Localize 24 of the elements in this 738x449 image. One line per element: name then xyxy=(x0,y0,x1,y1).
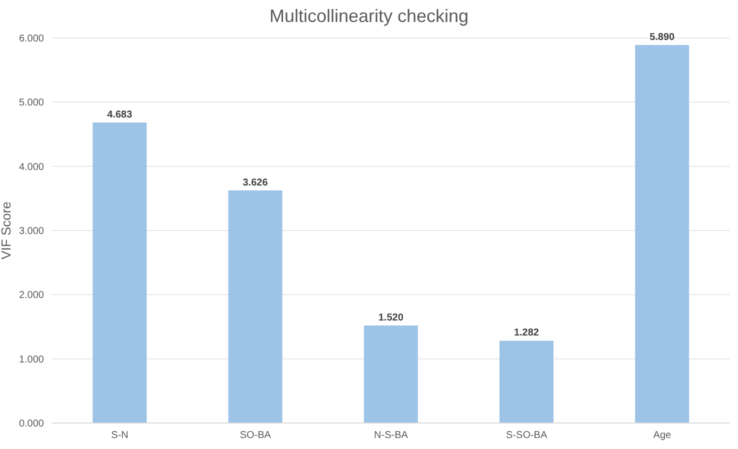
x-tick-label: S-N xyxy=(111,430,128,442)
y-tick-label: 1.000 xyxy=(18,354,44,366)
data-label: 1.282 xyxy=(514,328,540,339)
bar xyxy=(364,325,418,423)
x-tick-label: SO-BA xyxy=(240,430,272,442)
bar xyxy=(635,45,690,423)
y-axis-title: VIF Score xyxy=(0,202,14,260)
data-label: 3.626 xyxy=(242,177,268,188)
bar xyxy=(228,190,282,423)
y-tick-label: 6.000 xyxy=(18,34,44,45)
x-tick-label: N-S-BA xyxy=(374,430,408,442)
x-tick-label: S-SO-BA xyxy=(506,430,548,442)
bar xyxy=(92,122,147,423)
y-tick-label: 4.000 xyxy=(18,162,44,173)
y-tick-label: 2.000 xyxy=(18,290,44,302)
x-tick-label: Age xyxy=(653,430,672,442)
chart-title: Multicollinearity checking xyxy=(268,6,470,27)
data-label: 5.890 xyxy=(650,32,676,44)
y-tick-label: 0.000 xyxy=(18,418,44,430)
data-label: 4.683 xyxy=(107,110,133,121)
y-tick-label: 3.000 xyxy=(18,226,44,238)
y-tick-label: 5.000 xyxy=(18,98,44,109)
data-label: 1.520 xyxy=(378,312,404,324)
bar xyxy=(499,340,554,423)
